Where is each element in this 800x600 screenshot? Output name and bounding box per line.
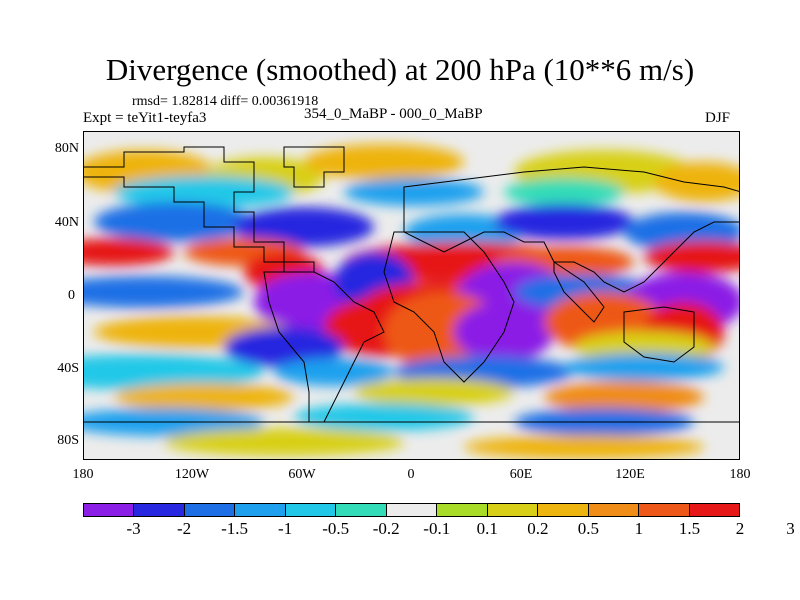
coastline-0 [84,146,315,273]
field-blob-42 [294,403,474,431]
field-blob-34 [84,354,264,390]
colorbar-swatch-12 [689,504,740,516]
colorbar-label-13: 3 [786,519,795,538]
colorbar-label-4: -0.5 [322,519,350,538]
period-label: 354_0_MaBP - 000_0_MaBP [304,106,483,122]
map-canvas [84,132,739,459]
colorbar-label-8: 0.2 [527,519,549,538]
colorbar-label-0: -3 [126,519,141,538]
field-blob-8 [94,202,254,242]
coastline-5 [623,306,695,363]
colorbar-label-6: -0.1 [423,519,451,538]
colorbar-swatch-10 [588,504,640,516]
colorbar-swatch-9 [538,504,589,516]
colorbar-swatch-11 [639,504,690,516]
field-blob-45 [464,435,704,459]
colorbar-label-9: 0.5 [577,519,599,538]
field-blob-5 [114,176,294,208]
coastline-2 [263,271,385,423]
field-blob-9 [234,207,374,247]
field-blob-13 [84,238,174,266]
lon-label-60w: 60W [288,467,316,482]
coastline-4 [383,231,515,383]
colorbar-swatch-6 [386,504,438,516]
coastline-3 [403,166,739,293]
colorbar-swatch-5 [336,504,387,516]
lat-label-40s: 40S [57,361,79,376]
field-blob-40 [544,381,704,413]
field-blob-4 [654,162,739,202]
field-blob-39 [354,378,514,406]
field-blob-32 [224,327,344,367]
colorbar-label-10: 1 [634,519,644,538]
coastline-7 [553,261,605,323]
colorbar-label-5: -0.2 [372,519,400,538]
lat-label-0: 0 [68,288,75,303]
colorbar [83,503,740,517]
lon-label-180w: 180 [72,467,94,482]
lon-label-0: 0 [407,467,415,482]
lat-label-80n: 80N [54,141,79,156]
colorbar-swatch-7 [437,504,488,516]
colorbar-swatch-0 [84,504,135,516]
season-label: DJF [705,110,731,126]
coastlines [84,146,739,423]
colorbar-swatch-8 [487,504,539,516]
lon-label-60e: 60E [509,467,533,482]
lon-label-180e: 180 [729,467,751,482]
colorbar-swatch-1 [134,504,185,516]
colorbar-swatch-4 [285,504,337,516]
divergence-field [84,144,739,459]
field-blob-7 [504,178,624,206]
field-blob-6 [344,178,484,206]
colorbar-label-2: -1.5 [221,519,249,538]
colorbar-label-7: 0.1 [476,519,498,538]
field-blob-37 [564,353,724,381]
colorbar-label-1: -2 [176,519,192,538]
field-blob-38 [114,383,294,411]
map-title: Divergence (smoothed) at 200 hPa (10**6 … [105,52,695,87]
field-blob-35 [274,358,394,386]
colorbar-label-11: 1.5 [678,519,701,538]
stats-label: rmsd= 1.82814 diff= 0.00361918 [132,94,319,109]
field-blob-18 [644,241,739,273]
lat-label-80s: 80S [57,433,79,448]
experiment-label: Expt = teYit1-teyfa3 [83,110,207,126]
lon-label-120w: 120W [174,467,210,482]
colorbar-swatch-3 [235,504,286,516]
divergence-map [83,131,740,460]
colorbar-swatch-2 [184,504,236,516]
colorbar-label-3: -1 [278,519,293,538]
coastline-1 [283,146,345,188]
lon-label-120e: 120E [615,467,645,482]
lat-label-40n: 40N [54,215,79,230]
field-blob-2 [304,144,464,180]
field-blob-11 [494,204,634,240]
field-blob-44 [164,428,404,456]
colorbar-label-12: 2 [735,519,745,538]
field-blob-19 [84,276,244,308]
